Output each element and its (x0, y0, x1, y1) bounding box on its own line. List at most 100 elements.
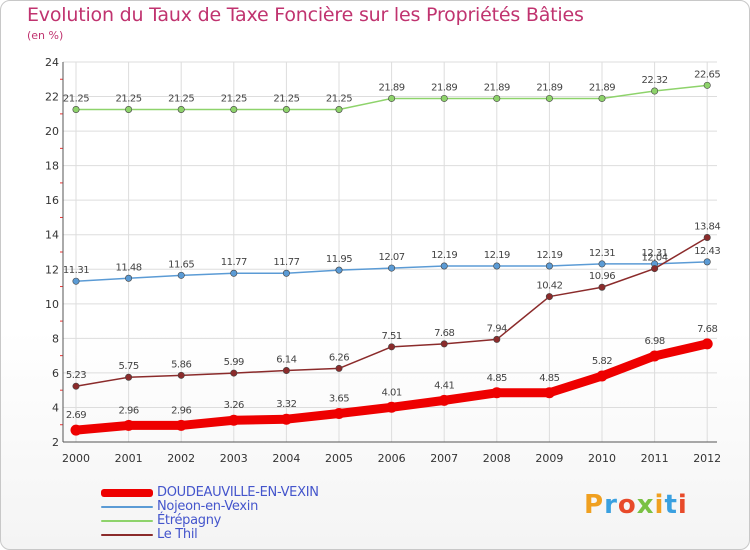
data-point-doudeauville-en-vexin-2010 (596, 370, 608, 382)
legend-label-le-thil: Le Thil (157, 527, 198, 542)
data-label-nojeon-en-vexin-2008: 12.19 (484, 250, 510, 261)
y-tick-label-14: 14 (45, 229, 59, 242)
legend-swatch-etrepagny (101, 520, 153, 522)
data-label-le-thil-2002: 5.86 (171, 359, 191, 370)
x-tick-label-2003: 2003 (220, 452, 248, 465)
y-tick-label-24: 24 (45, 56, 59, 69)
x-tick-label-2010: 2010 (588, 452, 616, 465)
data-label-etrepagny-2002: 21.25 (168, 94, 194, 105)
data-label-etrepagny-2011: 22.32 (642, 75, 668, 86)
legend: DOUDEAUVILLE-EN-VEXIN Nojeon-en-Vexin Ét… (101, 486, 319, 542)
y-tick-label-16: 16 (45, 194, 59, 207)
data-label-nojeon-en-vexin-2000: 11.31 (63, 265, 89, 276)
data-labels: 21.25 21.25 21.25 21.25 21.25 21.25 21.89 21.89… (63, 69, 721, 421)
data-label-nojeon-en-vexin-2003: 11.77 (221, 257, 247, 268)
legend-label-etrepagny: Étrépagny (157, 513, 222, 528)
data-point-etrepagny-2010 (598, 94, 606, 102)
data-label-doudeauville-en-vexin-2002: 2.96 (171, 405, 191, 416)
x-tick-label-2002: 2002 (167, 452, 195, 465)
data-label-etrepagny-2008: 21.89 (484, 82, 510, 93)
x-tick-label-2012: 2012 (693, 452, 721, 465)
data-label-etrepagny-2005: 21.25 (326, 94, 352, 105)
data-point-etrepagny-2002 (177, 106, 185, 114)
logo-letter: o (617, 490, 637, 520)
data-label-doudeauville-en-vexin-2006: 4.01 (381, 387, 401, 398)
data-label-doudeauville-en-vexin-2007: 4.41 (434, 380, 454, 391)
data-point-etrepagny-2007 (440, 94, 448, 102)
data-point-doudeauville-en-vexin-2002 (175, 419, 187, 431)
data-label-le-thil-2006: 7.51 (381, 331, 401, 342)
data-label-doudeauville-en-vexin-2010: 5.82 (592, 356, 612, 367)
data-point-etrepagny-2008 (493, 94, 501, 102)
data-label-doudeauville-en-vexin-2000: 2.69 (66, 410, 86, 421)
data-label-etrepagny-2003: 21.25 (221, 94, 247, 105)
x-tick-label-2006: 2006 (378, 452, 406, 465)
x-tick-label-2007: 2007 (430, 452, 458, 465)
legend-item-etrepagny[interactable]: Étrépagny (101, 514, 319, 528)
data-point-le-thil-2007 (440, 340, 448, 348)
data-point-doudeauville-en-vexin-2004 (280, 413, 292, 425)
data-point-le-thil-2005 (335, 364, 343, 372)
data-point-le-thil-2012 (703, 233, 711, 241)
data-point-le-thil-2003 (230, 369, 238, 377)
data-label-le-thil-2000: 5.23 (66, 370, 86, 381)
x-tick-label-2001: 2001 (115, 452, 143, 465)
data-point-nojeon-en-vexin-2008 (493, 262, 501, 270)
data-point-doudeauville-en-vexin-2001 (123, 419, 135, 431)
chart-title: Evolution du Taux de Taxe Foncière sur l… (27, 4, 584, 26)
legend-swatch-le-thil (101, 534, 153, 536)
legend-label-doudeauville: DOUDEAUVILLE-EN-VEXIN (157, 485, 319, 500)
y-axis-unit: (en %) (27, 29, 64, 42)
axes (60, 62, 717, 443)
data-label-nojeon-en-vexin-2007: 12.19 (431, 250, 457, 261)
data-label-doudeauville-en-vexin-2012: 7.68 (697, 324, 717, 335)
data-point-doudeauville-en-vexin-2009 (543, 387, 555, 399)
legend-swatch-nojeon (101, 506, 153, 508)
data-point-nojeon-en-vexin-2009 (545, 262, 553, 270)
data-point-doudeauville-en-vexin-2008 (491, 387, 503, 399)
data-label-etrepagny-2010: 21.89 (589, 82, 615, 93)
data-point-nojeon-en-vexin-2001 (125, 274, 133, 282)
x-tick-label-2005: 2005 (325, 452, 353, 465)
data-label-nojeon-en-vexin-2010: 12.31 (589, 248, 615, 259)
data-label-doudeauville-en-vexin-2001: 2.96 (118, 405, 138, 416)
data-point-doudeauville-en-vexin-2012 (701, 338, 713, 350)
data-label-le-thil-2007: 7.68 (434, 328, 454, 339)
data-label-le-thil-2012: 13.84 (694, 221, 720, 232)
data-point-etrepagny-2011 (651, 87, 659, 95)
data-label-nojeon-en-vexin-2005: 11.95 (326, 254, 352, 265)
data-label-le-thil-2009: 10.42 (536, 281, 562, 292)
proxiti-logo: Proxiti (584, 490, 688, 520)
data-point-etrepagny-2012 (703, 81, 711, 89)
legend-item-doudeauville[interactable]: DOUDEAUVILLE-EN-VEXIN (101, 486, 319, 500)
data-point-doudeauville-en-vexin-2003 (228, 414, 240, 426)
data-point-le-thil-2009 (545, 293, 553, 301)
data-point-le-thil-2006 (388, 343, 396, 351)
data-label-le-thil-2010: 10.96 (589, 271, 615, 282)
legend-label-nojeon: Nojeon-en-Vexin (157, 499, 259, 514)
y-tick-label-20: 20 (45, 125, 59, 138)
data-label-doudeauville-en-vexin-2009: 4.85 (539, 373, 559, 384)
data-point-etrepagny-2000 (72, 106, 80, 114)
data-point-le-thil-2001 (125, 373, 133, 381)
data-point-doudeauville-en-vexin-2006 (386, 401, 398, 413)
logo-letter: i (654, 490, 665, 520)
series-lines (70, 81, 713, 436)
data-point-doudeauville-en-vexin-2005 (333, 408, 345, 419)
data-label-etrepagny-2001: 21.25 (116, 94, 142, 105)
data-point-doudeauville-en-vexin-2007 (438, 394, 450, 406)
legend-item-le-thil[interactable]: Le Thil (101, 528, 319, 542)
data-label-etrepagny-2004: 21.25 (273, 94, 299, 105)
data-label-nojeon-en-vexin-2001: 11.48 (116, 262, 142, 273)
data-point-nojeon-en-vexin-2005 (335, 266, 343, 274)
data-point-etrepagny-2003 (230, 106, 238, 114)
legend-item-nojeon[interactable]: Nojeon-en-Vexin (101, 500, 319, 514)
logo-letter: x (636, 490, 655, 520)
y-tick-label-6: 6 (52, 367, 59, 380)
data-point-nojeon-en-vexin-2002 (177, 271, 185, 279)
x-tick-label-2011: 2011 (641, 452, 669, 465)
data-label-doudeauville-en-vexin-2011: 6.98 (644, 336, 664, 347)
data-point-etrepagny-2001 (125, 106, 133, 114)
data-point-doudeauville-en-vexin-2000 (70, 424, 82, 436)
